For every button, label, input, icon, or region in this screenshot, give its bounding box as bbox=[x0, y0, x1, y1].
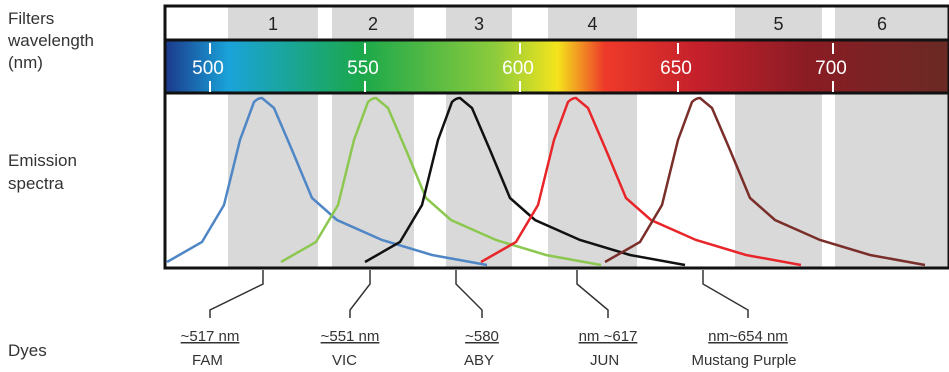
dye-name: Mustang Purple bbox=[691, 352, 796, 369]
content: 1 2 3 4 5 6 500 550 600 650 700 Filters wavelength (n… bbox=[7, 9, 926, 369]
filter-number: 5 bbox=[773, 14, 783, 34]
dye-wavelength: nm~654 nm bbox=[708, 328, 788, 345]
dye-wavelength: ~551 nm bbox=[321, 328, 380, 345]
frame bbox=[163, 4, 949, 270]
dye-name: FAM bbox=[192, 352, 223, 369]
row-label: (nm) bbox=[8, 53, 43, 72]
dye-name: VIC bbox=[332, 352, 357, 369]
dye-wavelength: ~580 bbox=[465, 328, 499, 345]
dye-wavelength: nm ~617 bbox=[579, 328, 638, 345]
row-label: Dyes bbox=[8, 341, 47, 360]
wavelength-label: 650 bbox=[660, 58, 692, 79]
emission-curve bbox=[604, 96, 926, 267]
emission-curve bbox=[166, 96, 488, 267]
wavelength-label: 600 bbox=[502, 58, 534, 79]
dye-name: ABY bbox=[464, 352, 494, 369]
leader-line bbox=[576, 270, 609, 318]
wavelength-label: 500 bbox=[192, 58, 224, 79]
emission-curve bbox=[280, 96, 602, 267]
leader-line bbox=[209, 270, 264, 318]
wavelength-label: 700 bbox=[815, 58, 847, 79]
spectrum-bar bbox=[166, 40, 949, 93]
row-label: wavelength bbox=[7, 31, 94, 50]
row-label: spectra bbox=[8, 174, 64, 193]
dye-wavelength: ~517 nm bbox=[181, 328, 240, 345]
filter-number: 4 bbox=[587, 14, 597, 34]
leader-line bbox=[702, 270, 749, 318]
filter-number: 6 bbox=[877, 14, 887, 34]
emission-curve bbox=[480, 96, 802, 267]
leader-line bbox=[349, 270, 371, 318]
filter-number: 1 bbox=[268, 14, 278, 34]
emission-curve bbox=[364, 96, 686, 267]
row-label: Filters bbox=[8, 9, 54, 28]
filter-number: 2 bbox=[368, 14, 378, 34]
row-label: Emission bbox=[8, 151, 77, 170]
leader-line bbox=[455, 270, 483, 318]
filter-number: 3 bbox=[474, 14, 484, 34]
dye-name: JUN bbox=[590, 352, 619, 369]
wavelength-label: 550 bbox=[347, 58, 379, 79]
